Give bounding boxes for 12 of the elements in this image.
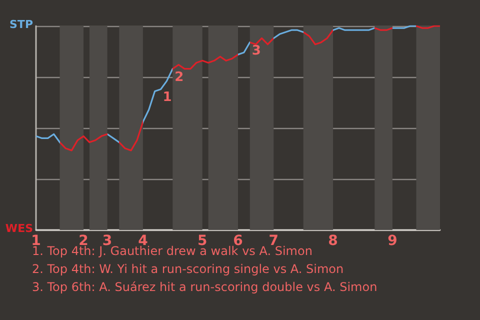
x-tick-label: 8 xyxy=(328,233,338,249)
text: STP xyxy=(10,18,34,31)
x-tick-label: 9 xyxy=(388,233,398,249)
x-tick-label: 6 xyxy=(233,233,243,249)
text: 2. Top 4th: W. Yi hit a run-scoring single vs A. Simon xyxy=(32,262,344,276)
text: 3. Top 6th: A. Suárez hit a run-scoring double vs A. Simon xyxy=(32,280,378,294)
x-tick-label: 3 xyxy=(102,233,112,249)
annotation: 1 xyxy=(162,90,172,106)
annotation: 3 xyxy=(252,43,261,58)
x-tick-label: 5 xyxy=(197,233,208,249)
text: WES xyxy=(5,222,34,235)
annotation: 2 xyxy=(174,70,184,85)
